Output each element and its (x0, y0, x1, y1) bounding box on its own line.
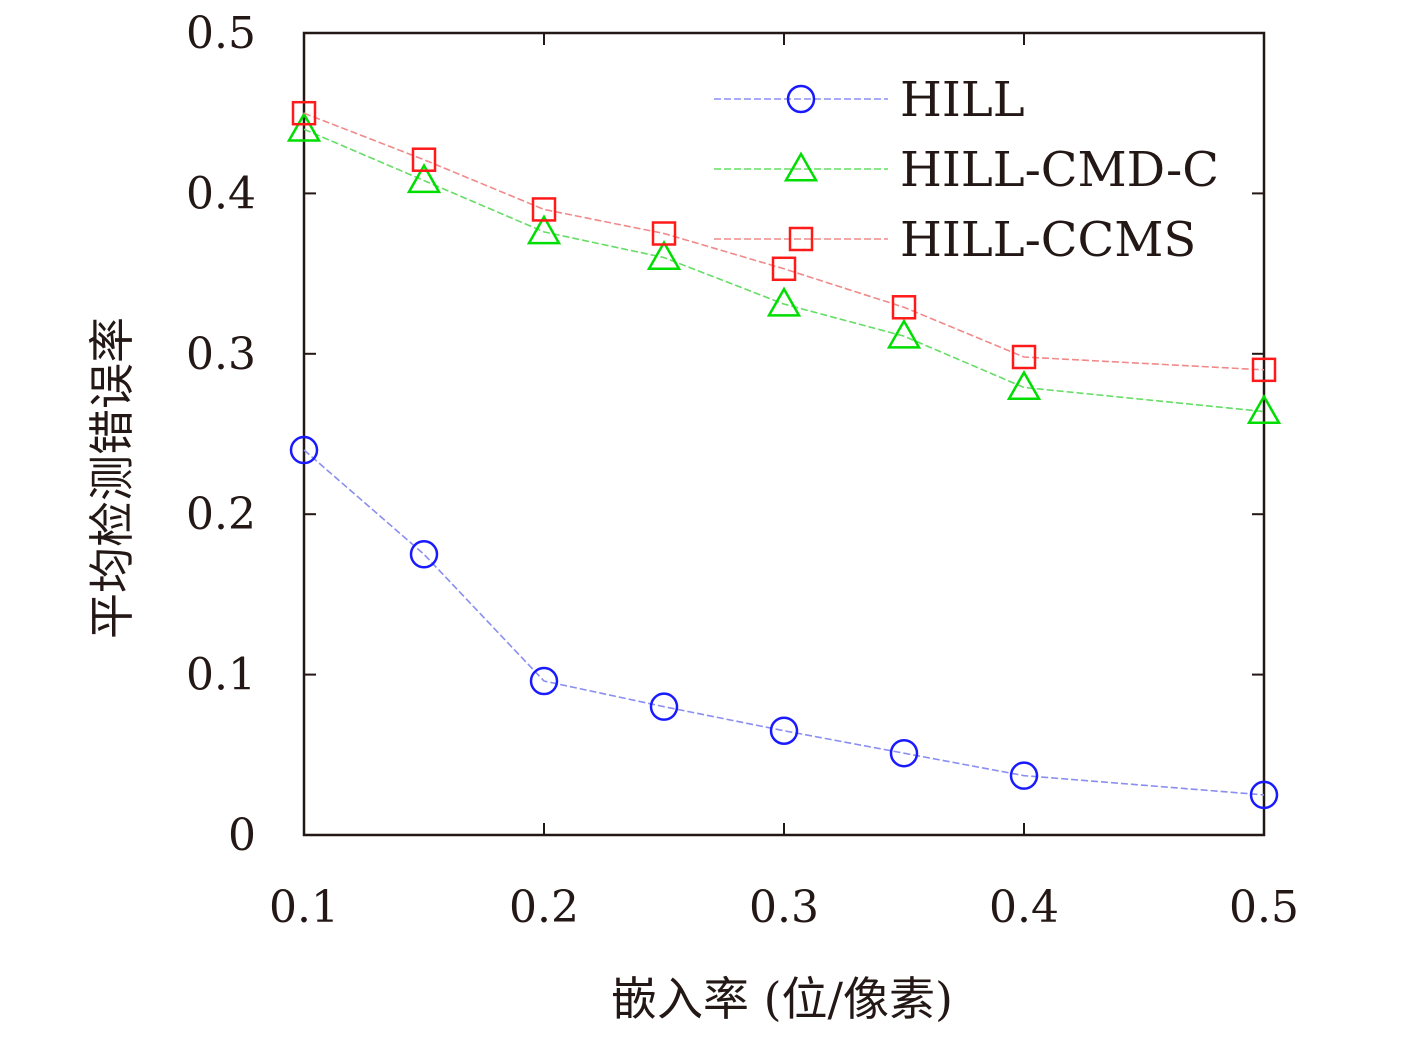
data-point (766, 286, 802, 317)
x-tick-labels: 0.1 0.2 0.3 0.4 0.5 (269, 882, 1299, 933)
data-point (531, 197, 557, 222)
data-point (646, 240, 682, 271)
data-point (409, 540, 439, 569)
x-axis-title: 嵌入率 (位/像素) (611, 972, 953, 1026)
data-point (286, 111, 322, 142)
series-hill (289, 435, 1279, 810)
legend-marker (783, 151, 819, 182)
y-axis-title: 平均检测错误率 (85, 317, 139, 639)
x-tick-label: 0.5 (1229, 882, 1299, 933)
data-point (769, 716, 799, 745)
data-point (886, 318, 922, 349)
data-point (1006, 369, 1042, 400)
x-tick-label: 0.2 (509, 882, 579, 933)
data-point (406, 163, 442, 194)
data-point (291, 100, 317, 126)
series-hill-cmd-c (286, 111, 1282, 425)
data-point (1249, 780, 1279, 810)
legend: HILL HILL-CMD-C HILL-CCMS (714, 72, 1219, 268)
y-tick-label: 0.2 (186, 489, 256, 540)
data-point (771, 256, 797, 282)
y-tick-label: 0.4 (186, 168, 256, 219)
legend-label: HILL (900, 72, 1025, 128)
data-point (889, 738, 919, 768)
series-line (303, 128, 1265, 413)
data-point (289, 435, 319, 465)
data-point (1011, 344, 1037, 370)
legend-marker (788, 226, 814, 252)
legend-entry: HILL-CMD-C (714, 142, 1219, 198)
y-tick-label: 0.3 (186, 329, 256, 380)
data-point (526, 214, 562, 245)
data-point (651, 221, 677, 246)
x-tick-label: 0.3 (749, 882, 819, 933)
legend-label: HILL-CMD-C (900, 142, 1219, 198)
series-line (303, 449, 1265, 796)
data-point (1246, 394, 1282, 425)
x-tick-label: 0.1 (269, 882, 339, 933)
series-layer (286, 100, 1282, 810)
plot-area (302, 31, 1266, 837)
legend-marker (786, 84, 816, 114)
data-point (1251, 357, 1277, 383)
legend-label: HILL-CCMS (900, 212, 1196, 268)
axis-ticks (303, 32, 1265, 836)
y-tick-label: 0.1 (186, 650, 256, 701)
y-tick-labels: 0 0.1 0.2 0.3 0.4 0.5 (186, 8, 256, 861)
legend-entry: HILL-CCMS (714, 212, 1196, 268)
data-point (649, 692, 679, 721)
legend-entry: HILL (714, 72, 1025, 128)
series-hill-ccms (291, 100, 1277, 383)
data-point (411, 147, 437, 172)
y-tick-label: 0.5 (186, 8, 256, 59)
series-line (303, 112, 1265, 371)
x-tick-label: 0.4 (989, 882, 1059, 933)
data-point (1009, 761, 1039, 790)
data-point (891, 295, 917, 320)
y-tick-label: 0 (228, 810, 256, 861)
data-point (529, 666, 559, 696)
